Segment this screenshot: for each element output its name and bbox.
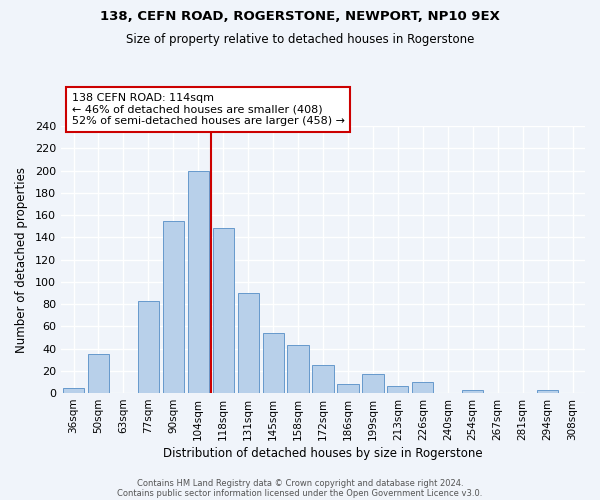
Bar bbox=[387, 386, 409, 393]
Bar bbox=[362, 374, 383, 393]
Bar bbox=[138, 301, 159, 393]
Text: 138, CEFN ROAD, ROGERSTONE, NEWPORT, NP10 9EX: 138, CEFN ROAD, ROGERSTONE, NEWPORT, NP1… bbox=[100, 10, 500, 23]
Text: Size of property relative to detached houses in Rogerstone: Size of property relative to detached ho… bbox=[126, 32, 474, 46]
Bar bbox=[337, 384, 359, 393]
Bar bbox=[188, 170, 209, 393]
Bar bbox=[88, 354, 109, 393]
Text: Contains HM Land Registry data © Crown copyright and database right 2024.: Contains HM Land Registry data © Crown c… bbox=[137, 478, 463, 488]
Text: Contains public sector information licensed under the Open Government Licence v3: Contains public sector information licen… bbox=[118, 488, 482, 498]
Bar bbox=[537, 390, 558, 393]
Bar bbox=[63, 388, 84, 393]
Bar bbox=[163, 220, 184, 393]
Bar bbox=[412, 382, 433, 393]
X-axis label: Distribution of detached houses by size in Rogerstone: Distribution of detached houses by size … bbox=[163, 447, 483, 460]
Bar bbox=[212, 228, 234, 393]
Bar bbox=[313, 366, 334, 393]
Bar bbox=[263, 333, 284, 393]
Y-axis label: Number of detached properties: Number of detached properties bbox=[15, 166, 28, 352]
Bar bbox=[462, 390, 484, 393]
Bar bbox=[238, 293, 259, 393]
Bar bbox=[287, 346, 308, 393]
Text: 138 CEFN ROAD: 114sqm
← 46% of detached houses are smaller (408)
52% of semi-det: 138 CEFN ROAD: 114sqm ← 46% of detached … bbox=[71, 93, 344, 126]
